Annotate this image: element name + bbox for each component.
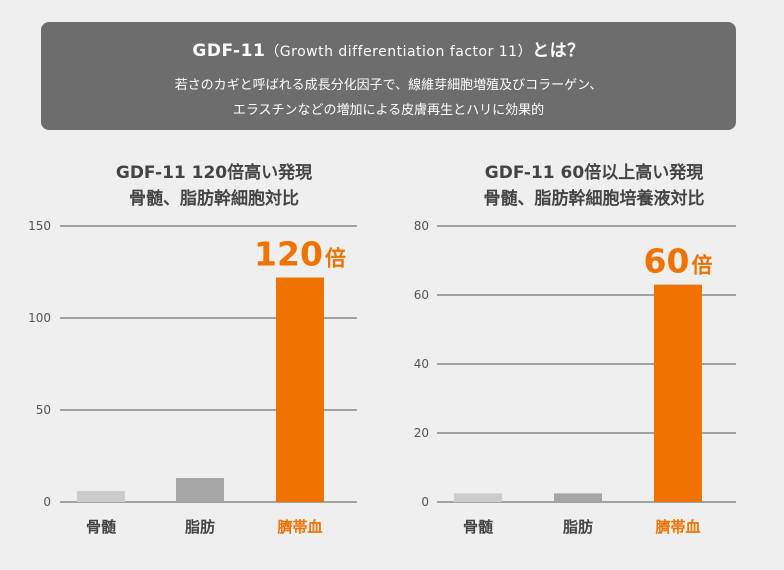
- chart-1-title-line-1: GDF-11 120倍高い発現: [115, 163, 313, 183]
- chart-2-title-line-1: GDF-11 60倍以上高い発現: [484, 163, 704, 183]
- chart-2-category-label-0: 骨髄: [463, 518, 494, 536]
- chart-2-bar-1: [554, 493, 602, 502]
- chart-2-y-tick-label-2: 40: [414, 357, 429, 371]
- chart-2-y-tick-label-3: 60: [414, 288, 429, 302]
- chart-1-callout-unit: 倍: [325, 247, 346, 271]
- chart-2-bar-0: [454, 493, 502, 502]
- chart-1-bar-2: [276, 277, 324, 502]
- chart-2-y-tick-label-1: 20: [414, 426, 429, 440]
- chart-2-bar-2: [654, 284, 702, 502]
- chart-2-y-tick-label-0: 0: [421, 495, 429, 509]
- chart-2-category-label-2: 臍帯血: [655, 518, 700, 536]
- chart-2-title: GDF-11 60倍以上高い発現 骨髄、脂肪幹細胞培養液対比: [410, 160, 778, 212]
- chart-2-title-line-2: 骨髄、脂肪幹細胞培養液対比: [483, 189, 705, 209]
- chart-1-title: GDF-11 120倍高い発現 骨髄、脂肪幹細胞対比: [30, 160, 398, 212]
- chart-2-y-tick-label-4: 80: [414, 219, 429, 233]
- chart-1-bar-0: [77, 490, 125, 502]
- banner-title: GDF-11（Growth differentiation factor 11）…: [41, 36, 736, 61]
- banner-title-paren: （Growth differentiation factor 11）: [265, 44, 533, 60]
- banner-title-main: GDF-11: [192, 41, 266, 61]
- chart-1-y-tick-label-2: 100: [28, 311, 51, 325]
- chart-1-y-tick-label-1: 50: [36, 403, 51, 417]
- chart-2-callout-number: 60: [644, 242, 690, 281]
- banner-description-line-2: エラスチンなどの増加による皮膚再生とハリに効果的: [232, 103, 545, 118]
- chart-1-category-label-0: 骨髄: [86, 518, 117, 536]
- chart-1-callout-number: 120: [254, 235, 323, 274]
- chart-1-title-line-2: 骨髄、脂肪幹細胞対比: [129, 189, 299, 209]
- banner-description-line-1: 若さのカギと呼ばれる成長分化因子で、線維芽細胞増殖及びコラーゲン、: [174, 78, 603, 93]
- chart-2-category-label-1: 脂肪: [563, 518, 593, 536]
- chart-1-bar-1: [176, 478, 224, 502]
- chart-1-y-tick-label-0: 0: [43, 495, 51, 509]
- chart-1-callout-label: 120倍: [254, 235, 346, 274]
- chart-1-category-label-1: 脂肪: [185, 518, 215, 536]
- chart-2-callout-unit: 倍: [691, 254, 712, 278]
- info-banner: GDF-11（Growth differentiation factor 11）…: [41, 22, 736, 130]
- chart-1-y-tick-label-3: 150: [28, 219, 51, 233]
- chart-1-category-label-2: 臍帯血: [277, 518, 322, 536]
- chart-2-callout-label: 60倍: [644, 242, 713, 281]
- banner-title-tail: とは？: [532, 41, 585, 61]
